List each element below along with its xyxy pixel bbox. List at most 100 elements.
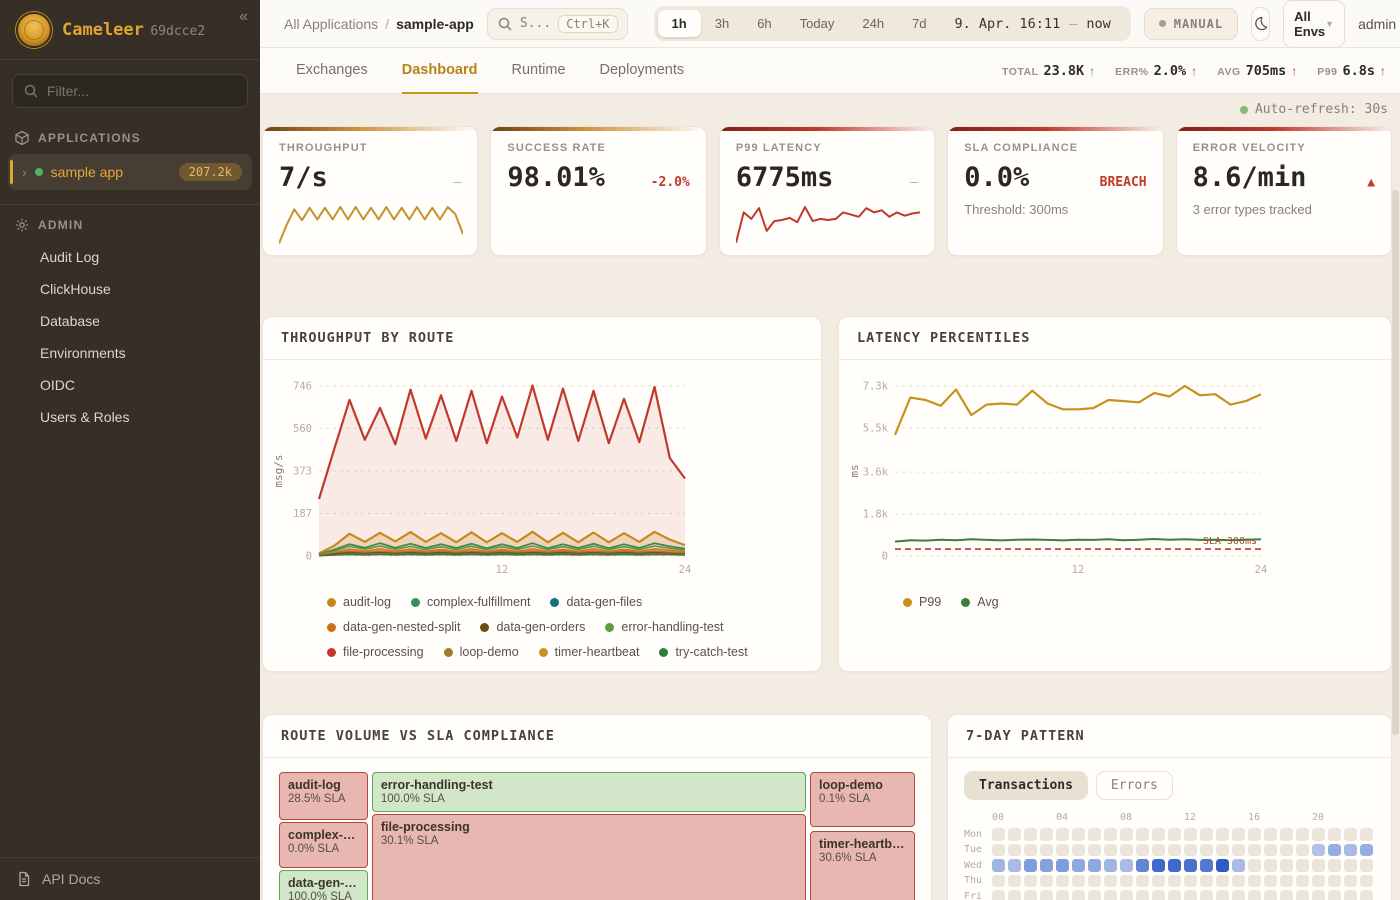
sidebar: Cameleer 69dcce2 « APPLICATIONS › sample… (0, 0, 260, 900)
theme-toggle-button[interactable] (1251, 6, 1271, 41)
heatmap-cell (1152, 874, 1165, 887)
latency-legend: P99 Avg (847, 587, 1367, 609)
sidebar-item-environments[interactable]: Environments (40, 345, 126, 361)
tab-exchanges[interactable]: Exchanges (296, 61, 368, 78)
sidebar-item-clickhouse[interactable]: ClickHouse (40, 281, 111, 297)
legend-label: P99 (919, 595, 942, 609)
tab-deployments[interactable]: Deployments (599, 61, 685, 78)
sidebar-collapse-icon[interactable]: « (239, 8, 248, 25)
stat-err: ERR% 2.0% ↑ (1115, 63, 1197, 79)
sidebar-item-api-docs[interactable]: API Docs (0, 857, 260, 900)
user-name: admin (1358, 15, 1397, 32)
heatmap-cell (1008, 874, 1021, 887)
kpi-throughput: THROUGHPUT 7/s – (262, 126, 479, 256)
heatmap-cell (1088, 859, 1101, 872)
treemap-tile-file-processing[interactable]: file-processing 30.1% SLA (371, 814, 807, 900)
heatmap-cell (1232, 874, 1245, 887)
time-window[interactable]: 9. Apr. 16:11 – now (941, 16, 1127, 32)
tile-sla-value: 100.0% SLA (288, 891, 352, 900)
heatmap-cell (1024, 859, 1037, 872)
sidebar-item-users-roles[interactable]: Users & Roles (40, 409, 130, 425)
manual-refresh-button[interactable]: MANUAL (1143, 7, 1239, 40)
sidebar-item-database[interactable]: Database (40, 313, 100, 329)
heatmap-cell (1248, 859, 1261, 872)
heatmap-cell (1200, 890, 1213, 900)
treemap-tile-error-handling-test[interactable]: error-handling-test 100.0% SLA (371, 772, 807, 812)
heatmap-cell (1280, 828, 1293, 841)
kpi-title: THROUGHPUT (279, 142, 368, 154)
heatmap-cell (1184, 828, 1197, 841)
trend-arrow-icon: ↑ (1291, 63, 1298, 78)
heatmap-cell (1296, 859, 1309, 872)
sidebar-item-sample-app[interactable]: › sample app 207.2k (8, 154, 252, 190)
throughput-by-route-chart: 0 187 373 560 746 12 24 msg/s (272, 381, 691, 577)
throughput-chart-body: 0 187 373 560 746 12 24 msg/s audit-log complex-… (263, 360, 821, 660)
chevron-right-icon[interactable]: › (22, 164, 27, 180)
panel-route-volume-sla: ROUTE VOLUME VS SLA COMPLIANCE audit-log… (262, 714, 932, 900)
document-icon (19, 871, 30, 887)
heatmap-cell (1024, 843, 1037, 856)
scrollbar-thumb[interactable] (1392, 190, 1399, 735)
range-6h[interactable]: 6h (757, 16, 772, 31)
latency-percentiles-chart: 0 1.8k 3.6k 5.5k 7.3k 12 24 ms SLA 300ms (848, 381, 1267, 577)
heatmap-cell (1232, 890, 1245, 900)
heatmap-cell (1328, 890, 1341, 900)
env-select[interactable]: All Envs ▼ (1283, 0, 1346, 48)
svg-text:1.8k: 1.8k (863, 509, 889, 521)
toggle-errors[interactable]: Errors (1095, 771, 1173, 800)
stat-label: P99 (1317, 65, 1338, 78)
breadcrumb-current: sample-app (396, 15, 474, 32)
tile-route-name: audit-log (288, 778, 341, 792)
svg-text:373: 373 (293, 466, 312, 478)
legend-label: data-gen-files (566, 595, 643, 609)
range-3h[interactable]: 3h (714, 16, 730, 31)
legend-label: Avg (977, 595, 999, 609)
sidebar-item-oidc[interactable]: OIDC (40, 377, 75, 393)
heatmap-cell (1184, 859, 1197, 872)
range-today[interactable]: Today (799, 16, 835, 31)
legend-label: try-catch-test (675, 645, 748, 659)
legend-label: loop-demo (459, 645, 519, 659)
filter-input[interactable] (47, 83, 237, 99)
heatmap-cell (1360, 859, 1373, 872)
heatmap-cell (1248, 874, 1261, 887)
treemap-tile-audit-log[interactable]: audit-log 28.5% SLA (279, 772, 369, 820)
sidebar-item-audit-log[interactable]: Audit Log (40, 249, 100, 265)
heatmap-cell (1088, 828, 1101, 841)
svg-text:0: 0 (882, 551, 888, 563)
topbar: All Applications / sample-app S... Ctrl+… (260, 0, 1400, 48)
legend-dot (327, 622, 336, 632)
treemap-tile-timer-heartbeat[interactable]: timer-heartbeat 30.6% SLA (810, 830, 915, 900)
breadcrumb-all-applications[interactable]: All Applications (284, 15, 379, 32)
treemap-tile-complex-fulfillment[interactable]: complex-fulfillment0.0% SLA (279, 822, 369, 868)
hour-label-20: 20 (1312, 812, 1325, 823)
toggle-transactions[interactable]: Transactions (964, 771, 1088, 800)
tabbar: Exchanges Dashboard Runtime Deployments TOT… (260, 48, 1400, 94)
latency-chart-body: 0 1.8k 3.6k 5.5k 7.3k 12 24 ms SLA 300ms P99 Avg (839, 360, 1391, 610)
heatmap-cell (1216, 859, 1229, 872)
range-1h[interactable]: 1h (657, 10, 701, 37)
treemap-tile-data-gen-files[interactable]: data-gen-files100.0% SLA (279, 870, 369, 900)
tab-dashboard[interactable]: Dashboard (401, 48, 478, 94)
range-24h[interactable]: 24h (862, 16, 885, 31)
heatmap-cell (1232, 843, 1245, 856)
search-shortcut: Ctrl+K (558, 14, 618, 33)
heatmap-cell (1360, 843, 1373, 856)
kpi-value-line: 6775ms – (736, 162, 918, 193)
admin-section-label: ADMIN (0, 205, 260, 241)
heatmap-cell (1120, 859, 1133, 872)
heatmap-cell (1104, 890, 1117, 900)
heatmap-cell (1024, 828, 1037, 841)
tab-runtime[interactable]: Runtime (511, 61, 566, 78)
heatmap-cell (1136, 843, 1149, 856)
heatmap-row-thu: Thu (962, 874, 1377, 887)
heatmap-cell (992, 890, 1005, 900)
sidebar-filter[interactable] (12, 74, 248, 108)
global-search[interactable]: S... Ctrl+K (486, 7, 628, 40)
kpi-delta: BREACH (1099, 175, 1147, 190)
kpi-delta: ▲ (1367, 175, 1376, 190)
heatmap-cell (1120, 890, 1133, 900)
range-7d[interactable]: 7d (912, 16, 927, 31)
svg-text:ms: ms (848, 464, 861, 477)
treemap-tile-loop-demo[interactable]: loop-demo 0.1% SLA (810, 772, 915, 828)
